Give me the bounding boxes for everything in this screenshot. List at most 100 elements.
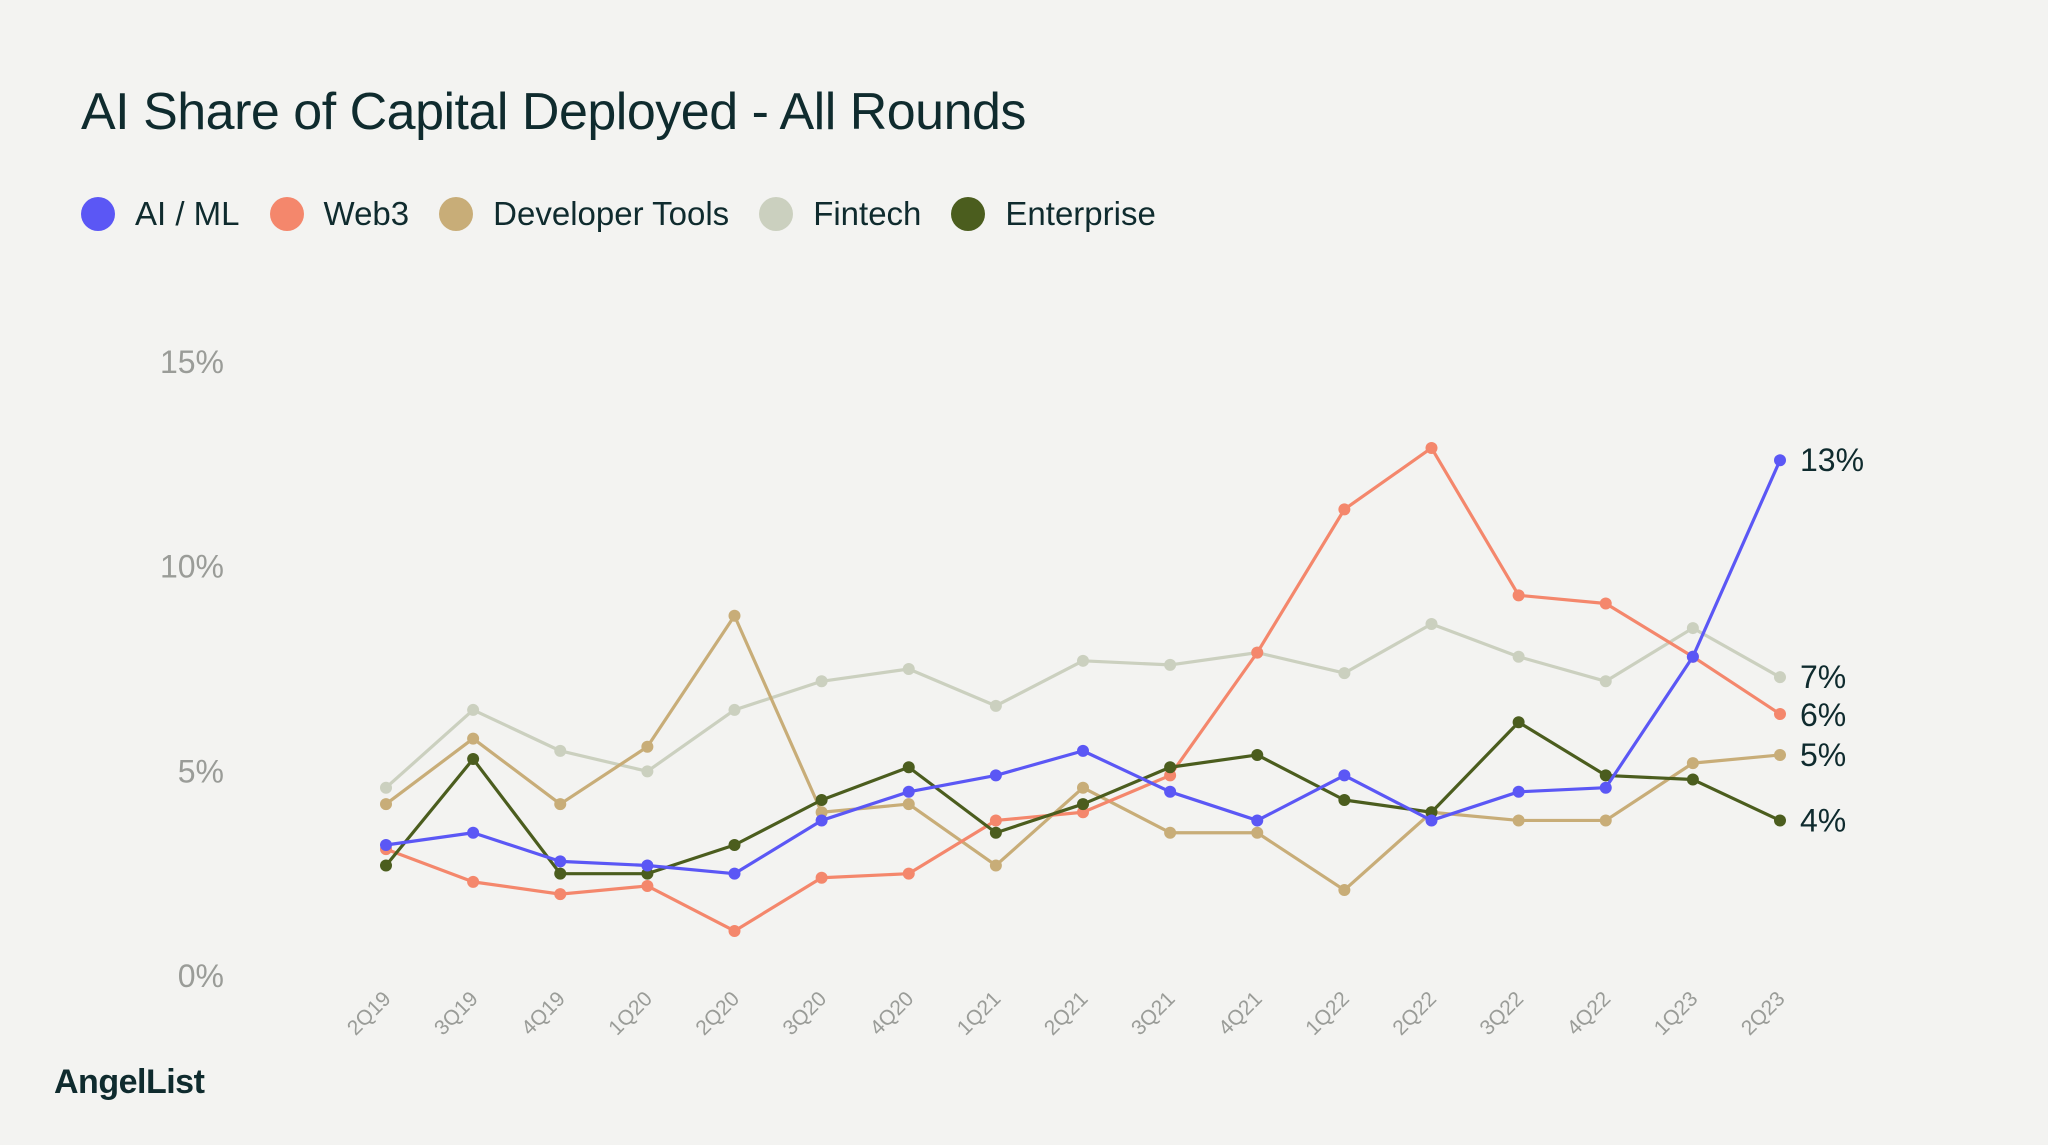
- data-point-ai-ml: [1686, 650, 1699, 663]
- data-point-ai-ml: [467, 826, 480, 839]
- data-point-web3: [467, 875, 480, 888]
- legend-label-enterprise: Enterprise: [1005, 195, 1156, 232]
- data-point-developer-tools: [1512, 814, 1525, 827]
- legend-label-web3: Web3: [323, 195, 410, 232]
- data-point-developer-tools: [1338, 884, 1351, 897]
- data-point-fintech: [728, 703, 741, 716]
- data-point-fintech: [1338, 667, 1351, 680]
- series-line-web3: [384, 446, 1782, 933]
- x-tick-label: 4Q19: [517, 987, 570, 1040]
- data-point-web3: [1338, 503, 1351, 516]
- data-point-developer-tools: [1599, 814, 1612, 827]
- x-tick-label: 3Q22: [1476, 987, 1529, 1040]
- data-point-ai-ml: [380, 839, 392, 852]
- data-point-web3: [554, 888, 567, 901]
- x-tick-label: 1Q23: [1650, 987, 1703, 1040]
- data-point-web3: [1599, 597, 1612, 610]
- data-point-developer-tools: [989, 859, 1002, 872]
- data-point-enterprise: [1686, 773, 1699, 786]
- legend-swatch-developer-tools: [439, 197, 474, 231]
- data-point-fintech: [1686, 622, 1699, 635]
- data-point-developer-tools: [554, 798, 567, 811]
- legend-label-fintech: Fintech: [813, 195, 922, 232]
- data-point-ai-ml: [554, 855, 567, 868]
- x-tick-label: 3Q21: [1127, 987, 1180, 1040]
- legend-item-ai-ml: AI / ML: [81, 195, 240, 233]
- legend-item-enterprise: Enterprise: [951, 195, 1156, 233]
- x-tick-label: 2Q19: [343, 987, 396, 1040]
- chart-legend: AI / ML Web3 Developer Tools Fintech Ent…: [81, 195, 1186, 233]
- data-point-web3: [1251, 646, 1264, 659]
- data-point-developer-tools: [641, 740, 654, 753]
- x-tick-label: 2Q23: [1737, 987, 1790, 1040]
- data-point-developer-tools: [902, 798, 915, 811]
- x-tick-label: 1Q20: [604, 987, 657, 1040]
- data-point-enterprise: [1512, 716, 1525, 729]
- data-point-ai-ml: [902, 785, 915, 798]
- legend-swatch-enterprise: [951, 197, 986, 231]
- data-point-ai-ml: [1425, 814, 1438, 827]
- data-point-web3: [728, 924, 741, 937]
- data-point-enterprise: [1599, 769, 1612, 782]
- legend-swatch-web3: [269, 197, 304, 231]
- data-point-developer-tools: [728, 609, 741, 622]
- data-point-enterprise: [1774, 814, 1786, 827]
- legend-item-developer-tools: Developer Tools: [439, 195, 729, 233]
- series-line-fintech: [384, 622, 1782, 790]
- data-point-fintech: [1599, 675, 1612, 688]
- data-point-ai-ml: [989, 769, 1002, 782]
- chart-title: AI Share of Capital Deployed - All Round…: [81, 83, 1026, 141]
- x-tick-label: 2Q20: [691, 987, 744, 1040]
- data-point-ai-ml: [1599, 781, 1612, 794]
- x-tick-label: 1Q22: [1301, 987, 1354, 1040]
- data-point-developer-tools: [1686, 757, 1699, 770]
- data-point-web3: [815, 871, 828, 884]
- y-tick-label: 10%: [160, 549, 224, 585]
- data-point-developer-tools: [1077, 781, 1089, 794]
- data-point-ai-ml: [728, 867, 741, 880]
- data-point-web3: [1512, 589, 1525, 602]
- data-point-enterprise: [380, 859, 392, 872]
- data-point-enterprise: [1164, 761, 1177, 774]
- legend-label-ai-ml: AI / ML: [135, 195, 240, 232]
- data-point-ai-ml: [641, 859, 654, 872]
- y-tick-label: 5%: [178, 753, 224, 789]
- data-point-fintech: [1425, 617, 1438, 630]
- data-point-fintech: [467, 703, 480, 716]
- data-point-web3: [1774, 708, 1786, 721]
- data-point-ai-ml: [1077, 744, 1089, 757]
- data-point-enterprise: [1251, 748, 1264, 761]
- data-point-developer-tools: [380, 798, 392, 811]
- x-tick-label: 2Q21: [1040, 987, 1093, 1040]
- data-point-enterprise: [554, 867, 567, 880]
- data-point-ai-ml: [1251, 814, 1264, 827]
- end-label-enterprise: 4%: [1800, 802, 1846, 838]
- legend-item-web3: Web3: [269, 195, 410, 233]
- data-point-ai-ml: [1774, 454, 1786, 467]
- data-point-developer-tools: [1251, 826, 1264, 839]
- end-label-web3: 6%: [1800, 697, 1846, 733]
- data-point-web3: [902, 867, 915, 880]
- x-tick-label: 1Q21: [953, 987, 1006, 1040]
- data-point-enterprise: [467, 753, 480, 766]
- x-tick-label: 3Q20: [779, 987, 832, 1040]
- x-tick-label: 3Q19: [430, 987, 483, 1040]
- data-point-fintech: [380, 781, 392, 794]
- data-point-ai-ml: [815, 814, 828, 827]
- data-point-developer-tools: [1164, 826, 1177, 839]
- data-point-fintech: [1774, 671, 1786, 684]
- data-point-ai-ml: [1512, 785, 1525, 798]
- x-tick-label: 4Q21: [1214, 987, 1267, 1040]
- data-point-fintech: [902, 663, 915, 675]
- y-tick-label: 15%: [160, 344, 224, 380]
- data-point-ai-ml: [1164, 785, 1177, 798]
- x-tick-label: 4Q20: [866, 987, 919, 1040]
- angellist-logo: AngelList: [54, 1063, 205, 1101]
- data-point-enterprise: [902, 761, 915, 774]
- data-point-developer-tools: [1774, 748, 1786, 761]
- end-label-ai-ml: 13%: [1800, 442, 1864, 478]
- data-point-developer-tools: [467, 732, 480, 745]
- data-point-ai-ml: [1338, 769, 1351, 782]
- data-point-enterprise: [815, 793, 828, 806]
- x-tick-label: 4Q22: [1563, 987, 1616, 1040]
